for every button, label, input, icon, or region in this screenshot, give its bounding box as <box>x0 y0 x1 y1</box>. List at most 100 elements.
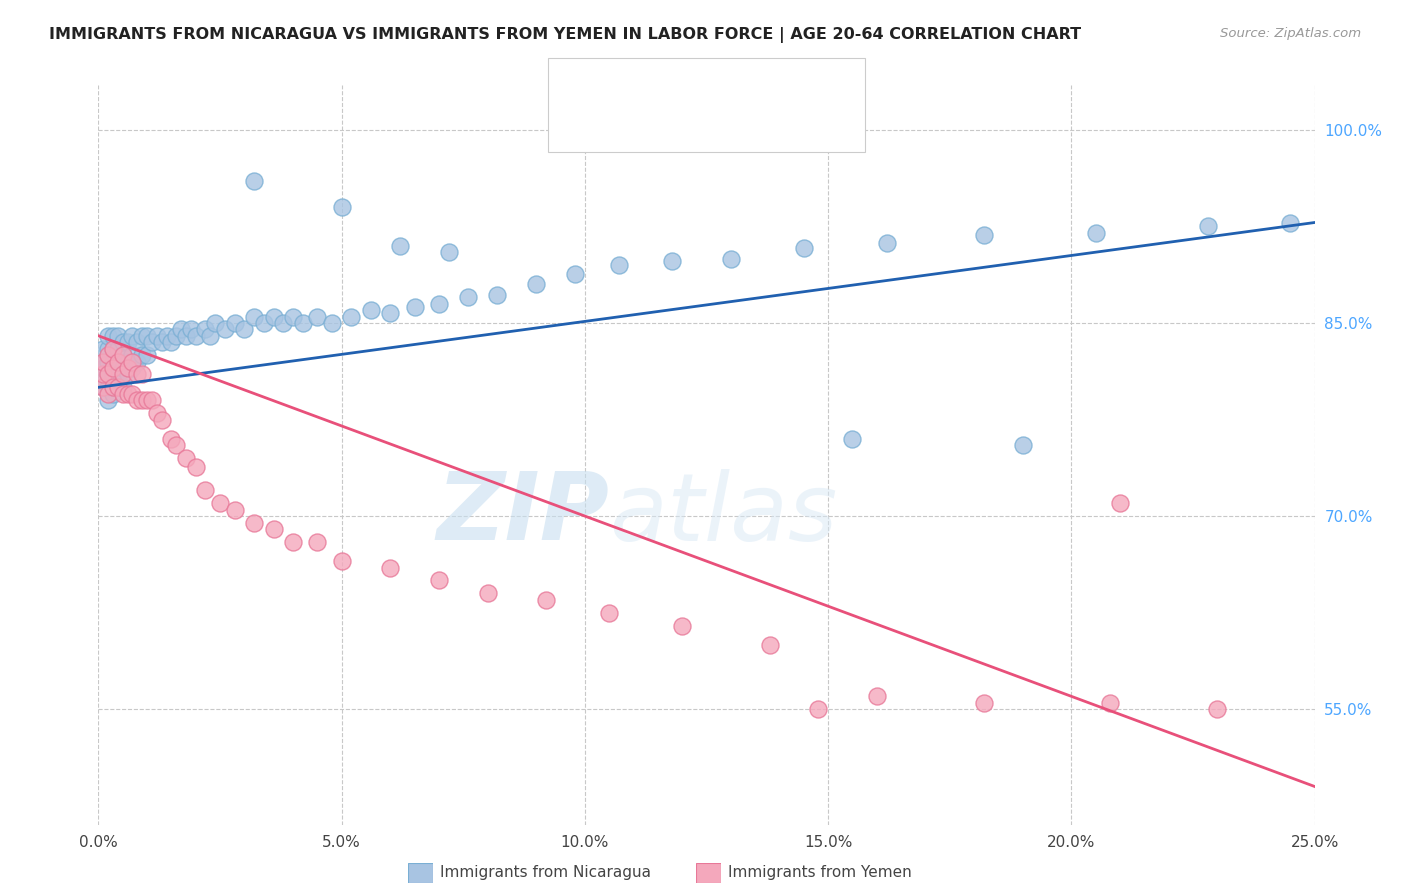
Point <box>107 342 129 356</box>
Point <box>321 316 343 330</box>
Point <box>111 348 134 362</box>
Point <box>101 386 124 401</box>
Point <box>117 368 139 382</box>
Point <box>150 335 173 350</box>
Point <box>131 368 153 382</box>
Point <box>127 393 149 408</box>
Point <box>184 460 207 475</box>
Point <box>534 592 557 607</box>
Point <box>564 267 586 281</box>
Point <box>200 328 222 343</box>
Point <box>91 368 114 382</box>
Point <box>866 690 889 704</box>
Point <box>131 348 153 362</box>
Text: IMMIGRANTS FROM NICARAGUA VS IMMIGRANTS FROM YEMEN IN LABOR FORCE | AGE 20-64 CO: IMMIGRANTS FROM NICARAGUA VS IMMIGRANTS … <box>49 27 1081 43</box>
Text: 82: 82 <box>748 69 770 87</box>
Point <box>165 438 187 452</box>
Point <box>758 638 780 652</box>
Point <box>307 534 329 549</box>
Text: 0.296: 0.296 <box>641 69 700 87</box>
Point <box>160 432 183 446</box>
Point <box>1206 702 1229 716</box>
Point <box>107 380 129 394</box>
Text: Immigrants from Yemen: Immigrants from Yemen <box>728 865 912 880</box>
Point <box>91 380 114 394</box>
Point <box>661 254 683 268</box>
Point <box>807 702 830 716</box>
Text: atlas: atlas <box>609 468 838 559</box>
Point <box>136 348 159 362</box>
Point <box>101 380 124 394</box>
Point <box>121 354 143 368</box>
Point <box>233 322 256 336</box>
Point <box>97 328 120 343</box>
Point <box>404 301 426 315</box>
Point <box>107 328 129 343</box>
Text: ZIP: ZIP <box>436 468 609 560</box>
Point <box>91 368 114 382</box>
Point <box>111 386 134 401</box>
Point <box>91 354 114 368</box>
Point <box>101 368 124 382</box>
Point <box>437 245 460 260</box>
Point <box>101 328 124 343</box>
Point <box>307 310 329 324</box>
Point <box>281 310 304 324</box>
Point <box>204 316 226 330</box>
Text: Source: ZipAtlas.com: Source: ZipAtlas.com <box>1220 27 1361 40</box>
Point <box>291 316 314 330</box>
Point <box>263 522 285 536</box>
Point <box>389 238 412 252</box>
Point <box>107 354 129 368</box>
Point <box>224 316 246 330</box>
Point <box>165 328 187 343</box>
Text: -0.714: -0.714 <box>641 109 700 127</box>
Point <box>720 252 742 266</box>
Text: N =: N = <box>703 109 751 127</box>
Point <box>1084 226 1107 240</box>
Point <box>117 354 139 368</box>
Point <box>117 361 139 376</box>
Point <box>427 574 450 588</box>
Point <box>1099 696 1122 710</box>
Point <box>209 496 232 510</box>
Point <box>1279 215 1302 229</box>
Point <box>340 310 363 324</box>
Point <box>380 560 402 574</box>
Point <box>253 316 276 330</box>
Point <box>243 174 266 188</box>
Point <box>127 354 149 368</box>
Point <box>457 290 479 304</box>
Point <box>136 393 159 408</box>
Point <box>150 412 173 426</box>
Text: Immigrants from Nicaragua: Immigrants from Nicaragua <box>440 865 651 880</box>
Point <box>598 606 620 620</box>
Point <box>97 368 120 382</box>
Point <box>1109 496 1132 510</box>
Point <box>97 348 120 362</box>
Point <box>141 393 163 408</box>
Point <box>170 322 193 336</box>
Point <box>1197 219 1219 234</box>
Point <box>97 393 120 408</box>
Point <box>146 406 169 420</box>
Point <box>117 335 139 350</box>
Point <box>160 335 183 350</box>
Point <box>243 310 266 324</box>
Point <box>671 618 693 632</box>
Point <box>876 236 898 251</box>
Point <box>107 368 129 382</box>
Point <box>111 380 134 394</box>
Point <box>330 200 353 214</box>
Point <box>973 696 995 710</box>
Point <box>127 368 149 382</box>
Point <box>121 386 143 401</box>
Point <box>427 296 450 310</box>
Text: 51: 51 <box>748 109 770 127</box>
Point <box>155 328 177 343</box>
Point <box>101 380 124 394</box>
Point <box>194 322 217 336</box>
Point <box>111 368 134 382</box>
Text: R =: R = <box>602 109 638 127</box>
Point <box>117 386 139 401</box>
